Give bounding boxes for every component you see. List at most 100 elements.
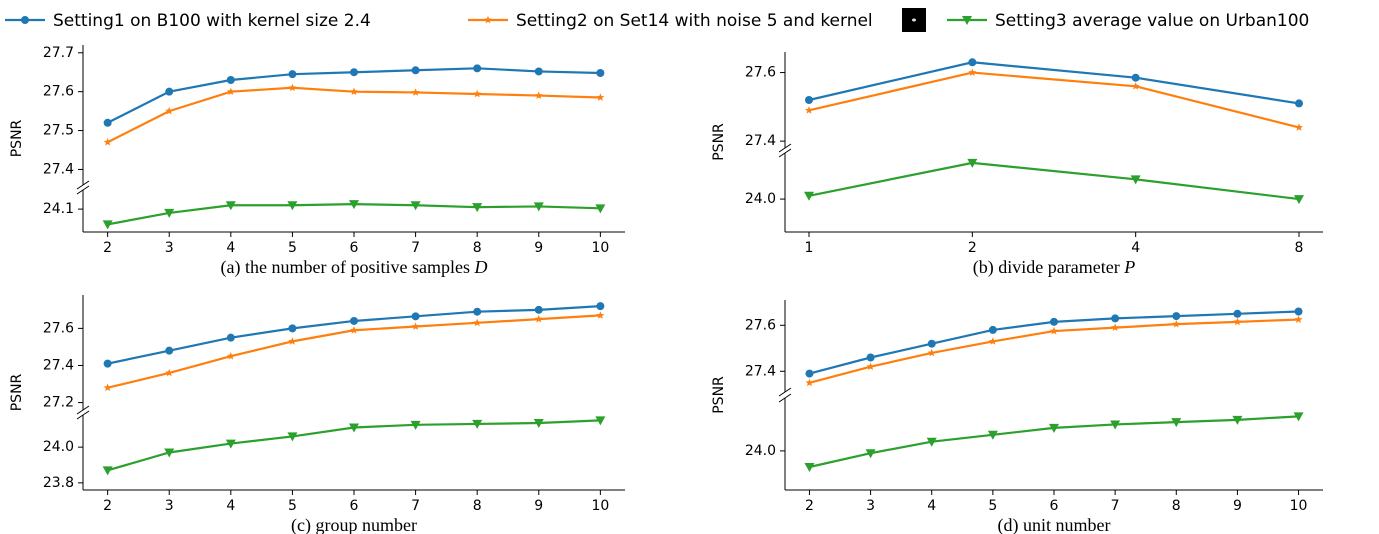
marker bbox=[534, 91, 543, 99]
title-text: (c) group number bbox=[291, 515, 417, 534]
marker bbox=[1131, 73, 1140, 82]
legend-label: Setting1 on B100 with kernel size 2.4 bbox=[53, 11, 371, 31]
series-line bbox=[107, 86, 601, 144]
y-tick-label: 27.6 bbox=[745, 65, 776, 81]
x-tick-label: 2 bbox=[103, 240, 112, 256]
marker bbox=[472, 203, 483, 213]
axis-title: (d) unit number bbox=[998, 515, 1111, 534]
marker bbox=[533, 419, 544, 429]
axis-break bbox=[76, 405, 90, 420]
x-tick-label: 1 bbox=[805, 240, 814, 256]
marker bbox=[102, 220, 113, 230]
y-tick-label: 24.0 bbox=[43, 439, 74, 455]
marker bbox=[103, 118, 112, 127]
x-tick-label: 6 bbox=[350, 240, 359, 256]
axis-break bbox=[76, 180, 90, 195]
x-tick-label: 6 bbox=[1050, 498, 1059, 514]
marker bbox=[225, 439, 236, 449]
x-tick-label: 10 bbox=[591, 498, 609, 514]
marker bbox=[411, 322, 420, 330]
marker bbox=[473, 307, 482, 316]
title-text: (a) the number of positive samples bbox=[221, 257, 470, 278]
marker bbox=[473, 64, 482, 73]
marker bbox=[596, 302, 605, 311]
marker bbox=[164, 448, 175, 458]
y-tick-label: 27.4 bbox=[43, 357, 74, 373]
marker bbox=[1232, 415, 1243, 425]
marker bbox=[1295, 123, 1303, 131]
legend: Setting1 on B100 with kernel size 2.4 Set… bbox=[5, 11, 1309, 31]
kernel-dot bbox=[912, 18, 916, 22]
axis-break bbox=[778, 143, 792, 158]
marker bbox=[103, 138, 112, 146]
marker bbox=[988, 337, 997, 345]
marker bbox=[102, 466, 113, 476]
series-line bbox=[107, 305, 601, 365]
y-tick-label: 24.1 bbox=[43, 201, 74, 217]
marker bbox=[534, 314, 543, 323]
marker bbox=[350, 87, 358, 96]
x-tick-label: 5 bbox=[988, 498, 997, 514]
marker bbox=[165, 346, 174, 355]
marker bbox=[225, 201, 236, 211]
title-variable: P bbox=[1123, 257, 1135, 277]
marker bbox=[1295, 99, 1303, 108]
marker bbox=[805, 378, 814, 387]
title-variable: D bbox=[473, 257, 487, 277]
marker bbox=[1293, 412, 1304, 422]
marker bbox=[21, 16, 29, 24]
x-tick-label: 3 bbox=[866, 498, 875, 514]
y-tick-label: 27.4 bbox=[43, 161, 74, 177]
marker bbox=[472, 419, 483, 429]
marker bbox=[1050, 326, 1058, 335]
marker bbox=[1294, 307, 1303, 316]
marker bbox=[165, 106, 174, 115]
x-tick-label: 10 bbox=[1290, 498, 1308, 514]
marker bbox=[165, 368, 174, 377]
marker bbox=[804, 191, 814, 201]
y-tick-label: 24.0 bbox=[745, 191, 776, 207]
marker bbox=[1233, 317, 1242, 326]
marker bbox=[287, 201, 298, 211]
marker bbox=[805, 96, 813, 104]
x-tick-label: 4 bbox=[226, 240, 235, 256]
marker bbox=[1172, 319, 1181, 328]
marker bbox=[484, 15, 492, 24]
marker bbox=[411, 312, 420, 321]
x-tick-label: 3 bbox=[165, 498, 174, 514]
marker bbox=[226, 333, 235, 342]
x-tick-label: 7 bbox=[1111, 498, 1120, 514]
y-tick-label: 24.0 bbox=[745, 443, 776, 459]
marker bbox=[866, 362, 875, 371]
y-tick-label: 27.6 bbox=[43, 84, 74, 100]
marker bbox=[1294, 315, 1303, 323]
marker bbox=[1233, 309, 1242, 318]
y-axis-label: PSNR bbox=[711, 123, 727, 161]
x-tick-label: 9 bbox=[1233, 498, 1242, 514]
axis-title: (c) group number bbox=[291, 515, 417, 534]
marker bbox=[595, 416, 606, 426]
x-tick-label: 5 bbox=[288, 498, 297, 514]
marker bbox=[1131, 82, 1140, 90]
marker bbox=[288, 83, 297, 92]
x-tick-label: 6 bbox=[350, 498, 359, 514]
marker bbox=[226, 87, 235, 96]
marker bbox=[1050, 317, 1058, 326]
x-tick-label: 3 bbox=[165, 240, 174, 256]
marker bbox=[226, 76, 235, 84]
x-tick-label: 10 bbox=[591, 240, 609, 256]
y-tick-label: 27.5 bbox=[43, 123, 74, 139]
marker bbox=[804, 463, 815, 472]
marker bbox=[350, 316, 358, 325]
x-tick-label: 8 bbox=[473, 498, 482, 514]
y-tick-label: 27.7 bbox=[43, 45, 74, 61]
series-line bbox=[808, 61, 1300, 105]
x-tick-label: 2 bbox=[968, 240, 977, 256]
marker bbox=[1110, 420, 1121, 430]
marker bbox=[987, 430, 998, 440]
marker bbox=[968, 68, 977, 76]
y-tick-label: 27.4 bbox=[745, 363, 776, 379]
marker bbox=[596, 69, 605, 77]
x-tick-label: 4 bbox=[927, 498, 936, 514]
legend-label: Setting3 average value on Urban100 bbox=[995, 11, 1309, 31]
